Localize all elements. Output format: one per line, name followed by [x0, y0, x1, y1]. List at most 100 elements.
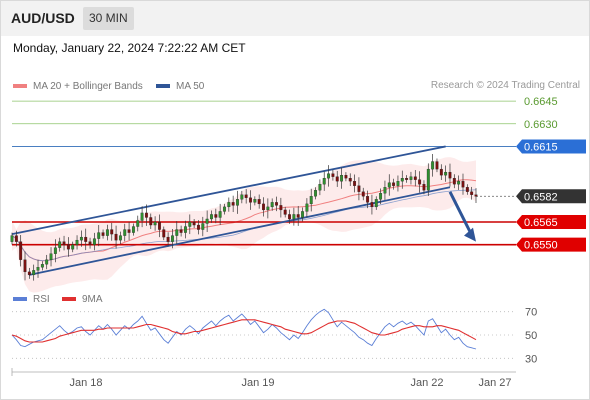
candle-body	[292, 214, 296, 220]
candle	[409, 171, 413, 185]
candle-body	[210, 214, 213, 220]
candle	[405, 175, 409, 183]
candle-body	[470, 191, 474, 195]
candle	[461, 173, 465, 195]
candle-body	[166, 236, 170, 242]
candle	[105, 224, 109, 241]
candle	[114, 225, 118, 249]
level-label-5: 0.6550	[524, 240, 558, 252]
candle-body	[348, 178, 352, 182]
candle	[413, 170, 417, 187]
candle-body	[218, 211, 222, 218]
candle	[249, 190, 252, 210]
candle	[357, 177, 361, 201]
level-label-3: 0.6582	[524, 191, 558, 203]
candle	[218, 203, 222, 226]
candle	[79, 230, 83, 247]
candle-body	[353, 181, 357, 186]
candle-body	[144, 212, 148, 218]
candle	[36, 259, 40, 278]
candle	[331, 169, 335, 181]
candle	[75, 235, 79, 250]
candle	[374, 196, 378, 210]
candle	[184, 220, 187, 239]
timeframe-button[interactable]: 30 MIN	[83, 7, 134, 30]
candle	[266, 198, 270, 219]
candle	[465, 184, 469, 195]
candle-body	[40, 264, 44, 268]
candle-body	[205, 218, 209, 224]
candle	[144, 204, 148, 226]
candle	[444, 165, 448, 182]
candle	[110, 222, 114, 241]
candle	[127, 222, 131, 241]
candle-body	[318, 184, 322, 191]
candle-body	[266, 206, 270, 211]
candle	[361, 187, 365, 201]
candle-body	[188, 221, 192, 227]
candle-body	[418, 179, 422, 185]
candle	[58, 237, 62, 252]
x-tick-label-2: Jan 22	[410, 377, 443, 389]
candle	[214, 208, 218, 224]
candle-body	[27, 271, 31, 276]
candle-body	[474, 194, 478, 197]
candle	[62, 235, 66, 251]
candle	[14, 230, 18, 247]
candle	[422, 180, 426, 195]
candle-body	[244, 194, 248, 198]
candle-body	[409, 176, 413, 180]
legend-label-ma20: MA 20 + Bollinger Bands	[33, 81, 143, 92]
candle-body	[439, 168, 443, 176]
candle	[231, 195, 235, 213]
candle	[392, 178, 396, 190]
candle-body	[344, 175, 348, 179]
candle-body	[179, 229, 183, 233]
candle-body	[49, 253, 53, 260]
candle-body	[131, 226, 135, 233]
candle-body	[171, 235, 174, 242]
candle	[188, 214, 192, 235]
candle-body	[158, 221, 161, 230]
candle-body	[97, 232, 101, 239]
candle-body	[392, 182, 396, 186]
candle-body	[361, 191, 365, 197]
candle	[279, 197, 283, 218]
candle	[396, 175, 400, 192]
candle	[158, 214, 161, 238]
x-tick-label-1: Jan 19	[241, 377, 274, 389]
candle-body	[461, 181, 465, 188]
candle	[201, 216, 205, 237]
candle-body	[10, 235, 14, 242]
candle	[431, 154, 435, 177]
candle	[123, 223, 127, 242]
candle-body	[140, 212, 144, 221]
candle	[457, 175, 461, 190]
candle-body	[400, 178, 404, 182]
legend-label-ma50: MA 50	[176, 81, 205, 92]
candle-body	[162, 229, 166, 238]
candle	[71, 241, 75, 253]
candle-body	[127, 229, 131, 233]
candle-body	[448, 171, 452, 179]
candle-body	[288, 214, 291, 220]
candle-body	[58, 241, 62, 248]
candle-body	[301, 211, 304, 218]
candle-body	[88, 241, 92, 245]
candle-body	[405, 178, 409, 180]
candle	[88, 237, 92, 249]
candle-body	[413, 176, 417, 180]
candle-body	[84, 236, 88, 242]
candle	[97, 225, 101, 247]
candle	[153, 216, 157, 231]
candle	[379, 188, 383, 205]
candle-body	[201, 223, 205, 230]
candle	[162, 226, 166, 241]
candle-body	[327, 173, 330, 179]
channel-upper-line	[11, 145, 446, 235]
candle	[227, 197, 231, 212]
candle-body	[14, 235, 18, 242]
candle-body	[465, 187, 469, 192]
candle-body	[36, 267, 40, 271]
candle-body	[118, 235, 122, 241]
